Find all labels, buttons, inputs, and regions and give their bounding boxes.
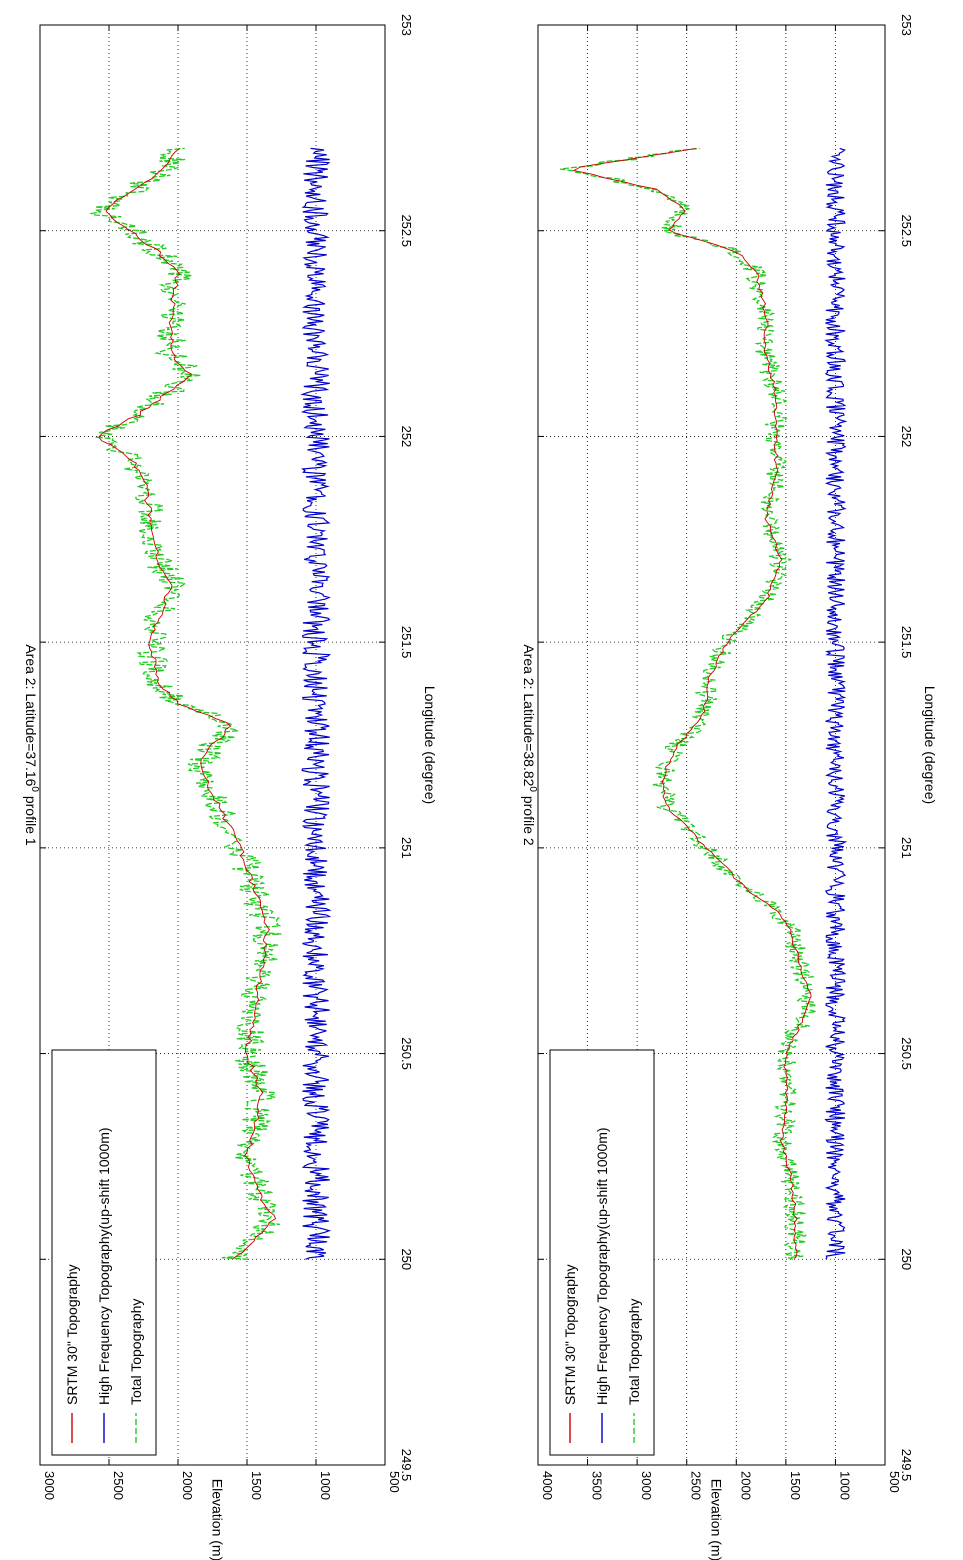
y-tick-label: 500 bbox=[387, 1471, 402, 1493]
x-axis-label: Longitude (degree) bbox=[422, 686, 438, 804]
y-tick-label: 4000 bbox=[540, 1471, 555, 1500]
y-tick-label: 2000 bbox=[738, 1471, 753, 1500]
y-tick-label: 1000 bbox=[318, 1471, 333, 1500]
x-tick-label: 252 bbox=[399, 426, 414, 448]
x-tick-label: 250.5 bbox=[399, 1037, 414, 1070]
legend: SRTM 30" Topography High Frequency Topogr… bbox=[52, 1050, 156, 1455]
x-tick-label: 253 bbox=[399, 14, 414, 36]
y-tick-label: 1500 bbox=[249, 1471, 264, 1500]
y-tick-label: 3500 bbox=[590, 1471, 605, 1500]
x-tick-label: 251.5 bbox=[899, 626, 914, 659]
x-tick-label: 251 bbox=[399, 837, 414, 859]
chart-panel-1: 249.5250250.5251251.5252252.525350010001… bbox=[23, 14, 438, 1560]
legend-label: Total Topography bbox=[128, 1299, 144, 1405]
x-tick-label: 251.5 bbox=[399, 626, 414, 659]
x-tick-label: 251 bbox=[899, 837, 914, 859]
y-axis-label: Elevation (m) bbox=[709, 1479, 725, 1560]
x-tick-label: 253 bbox=[899, 14, 914, 36]
chart-title: Area 2: Latitude=38.820 profile 2 bbox=[521, 644, 538, 846]
legend-label: SRTM 30" Topography bbox=[64, 1264, 80, 1405]
y-axis-label: Elevation (m) bbox=[210, 1479, 226, 1560]
legend-label: Total Topography bbox=[626, 1299, 642, 1405]
x-tick-label: 250 bbox=[899, 1248, 914, 1270]
y-tick-label: 3000 bbox=[42, 1471, 57, 1500]
legend: SRTM 30" Topography High Frequency Topogr… bbox=[550, 1050, 654, 1455]
legend-label: High Frequency Topography(up-shift 1000m… bbox=[96, 1127, 112, 1405]
y-tick-label: 2500 bbox=[111, 1471, 126, 1500]
x-axis-label: Longitude (degree) bbox=[922, 686, 938, 804]
y-tick-label: 3000 bbox=[639, 1471, 654, 1500]
chart-title: Area 2: Latitude=37.160 profile 1 bbox=[23, 644, 40, 846]
x-tick-label: 252.5 bbox=[899, 214, 914, 247]
x-tick-label: 250.5 bbox=[899, 1037, 914, 1070]
chart-panel-2: 249.5250250.5251251.5252252.525350010001… bbox=[521, 14, 938, 1560]
x-tick-label: 252.5 bbox=[399, 214, 414, 247]
legend-label: SRTM 30" Topography bbox=[562, 1264, 578, 1405]
y-tick-label: 1500 bbox=[788, 1471, 803, 1500]
legend-label: High Frequency Topography(up-shift 1000m… bbox=[594, 1127, 610, 1405]
x-tick-label: 250 bbox=[399, 1248, 414, 1270]
x-tick-label: 252 bbox=[899, 426, 914, 448]
y-tick-label: 500 bbox=[887, 1471, 902, 1493]
y-tick-label: 2500 bbox=[689, 1471, 704, 1500]
y-tick-label: 2000 bbox=[180, 1471, 195, 1500]
y-tick-label: 1000 bbox=[837, 1471, 852, 1500]
